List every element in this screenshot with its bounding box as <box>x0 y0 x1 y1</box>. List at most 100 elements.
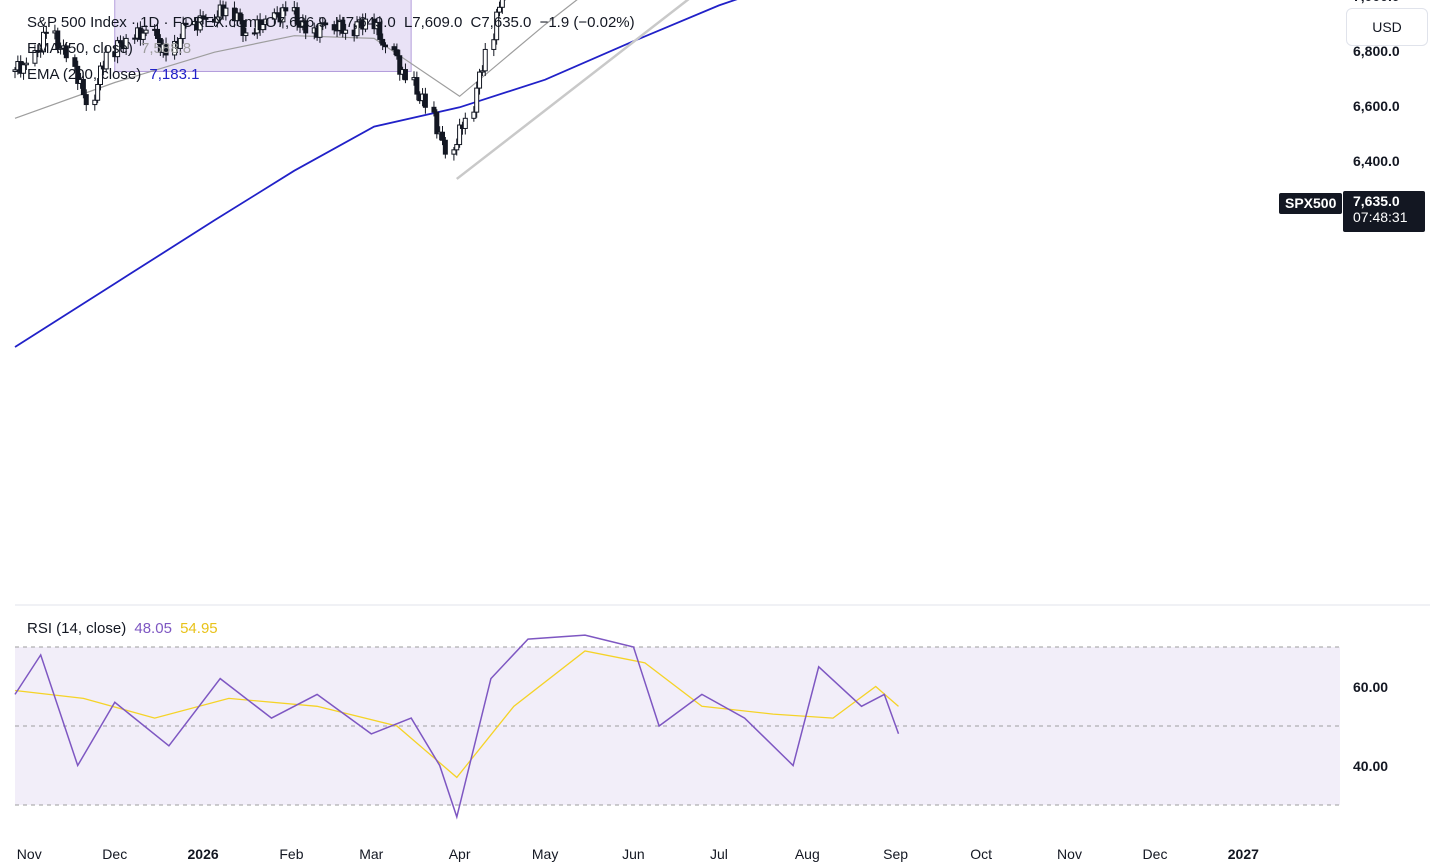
candle-body <box>240 20 246 37</box>
bar-countdown: 07:48:31 <box>1353 209 1408 225</box>
candle-body <box>163 43 169 56</box>
trendline-layer[interactable] <box>455 0 990 180</box>
ema200-line-layer <box>14 0 738 348</box>
candle-body <box>43 31 49 34</box>
candle-body <box>454 144 460 151</box>
candle-body <box>32 50 38 64</box>
candle-body <box>491 39 497 50</box>
candle-body <box>95 83 101 101</box>
candle-body <box>260 24 266 31</box>
candle-body <box>294 7 300 25</box>
symbol-title: S&P 500 Index · 1D · FOREX.com <box>27 14 257 31</box>
rsi-line <box>14 634 900 820</box>
ohlc-open: O7,636.9 <box>264 14 327 31</box>
ema200-label: EMA (200, close) <box>27 66 142 83</box>
candle-body <box>451 149 457 155</box>
ema200-value: 7,183.1 <box>149 66 200 83</box>
candle-body <box>55 30 61 50</box>
candle-body <box>251 32 257 35</box>
price-tick: 7,000.0 <box>1353 0 1400 4</box>
candle-body <box>183 22 189 26</box>
time-tick: Jun <box>622 846 645 862</box>
ohlc-close: C7,635.0 <box>470 14 532 31</box>
candle-body <box>283 7 289 12</box>
candle-body <box>377 21 383 40</box>
candle-body <box>155 28 160 39</box>
rsi-label: RSI (14, close) <box>27 620 127 637</box>
candle-body <box>479 70 485 73</box>
candle-body <box>323 22 329 26</box>
ema50-value: 7,588.8 <box>141 40 192 57</box>
candle-body <box>280 7 286 23</box>
header-legend: S&P 500 Index · 1D · FOREX.com O7,636.9 … <box>27 14 639 31</box>
last-price: 7,635.0 <box>1353 193 1400 209</box>
candle-body <box>303 20 309 34</box>
candle-body <box>477 71 483 89</box>
candle-body <box>434 111 440 135</box>
candle-body <box>243 32 249 37</box>
candle-body <box>391 46 397 51</box>
currency-button[interactable]: USD <box>1346 8 1428 46</box>
candle-body <box>41 31 46 53</box>
candle-body <box>440 131 445 141</box>
ohlc-low: L7,609.0 <box>403 14 463 31</box>
candle-body <box>98 65 103 85</box>
candle-body <box>363 18 369 30</box>
ema50-line <box>14 0 578 119</box>
candle-body <box>103 51 109 70</box>
time-tick: Jul <box>709 846 728 862</box>
candle-body <box>263 18 269 26</box>
candle-body <box>442 139 448 155</box>
candles-layer <box>12 0 506 161</box>
candle-body <box>462 117 468 129</box>
candle-body <box>457 124 463 146</box>
candle-body <box>331 24 337 31</box>
candle-body <box>58 47 64 50</box>
candle-body <box>200 15 206 19</box>
candle-body <box>123 37 129 49</box>
time-tick: Dec <box>1142 846 1168 862</box>
ema50-label: EMA (50, close) <box>27 40 133 57</box>
time-tick: 2026 <box>187 846 219 862</box>
candle-body <box>482 48 488 72</box>
candle-body <box>394 49 400 57</box>
rsi-ma-line <box>14 650 899 779</box>
candle-body <box>402 69 408 81</box>
candle-body <box>63 45 69 59</box>
candle-body <box>223 7 229 17</box>
time-tick: Dec <box>102 846 128 862</box>
candle-body <box>317 23 323 38</box>
candle-body <box>214 16 220 23</box>
candle-body <box>343 29 349 34</box>
price-tick: 6,400.0 <box>1353 153 1400 170</box>
range-box-layer <box>114 0 412 72</box>
price-tick: 6,600.0 <box>1353 98 1400 115</box>
consolidation-range-box <box>114 0 412 72</box>
rsi-pane <box>14 634 1340 820</box>
candle-body <box>380 38 386 46</box>
candle-body <box>203 17 209 20</box>
ema50-line-layer <box>14 0 578 119</box>
candle-body <box>75 65 81 84</box>
last-price-tag: 7,635.0 07:48:31 <box>1343 191 1425 232</box>
rsi-legend[interactable]: RSI (14, close) 48.05 54.95 <box>27 620 222 637</box>
trendline[interactable] <box>455 0 990 180</box>
candle-body <box>23 62 29 66</box>
candle-body <box>397 55 403 75</box>
rsi-ma-value: 54.95 <box>180 620 218 637</box>
candle-body <box>422 93 428 108</box>
candle-body <box>497 6 502 13</box>
candle-body <box>494 11 500 41</box>
candle-body <box>21 64 27 74</box>
candle-body <box>72 57 78 67</box>
time-tick: 2027 <box>1227 846 1259 862</box>
ema50-legend[interactable]: EMA (50, close) 7,588.8 <box>27 40 195 57</box>
candle-body <box>354 21 360 37</box>
time-tick: Nov <box>16 846 42 862</box>
candle-body <box>12 69 18 72</box>
rsi-tick-60: 60.00 <box>1353 679 1389 695</box>
candle-body <box>499 0 505 8</box>
ema200-legend[interactable]: EMA (200, close) 7,183.1 <box>27 66 203 83</box>
candle-body <box>197 15 203 31</box>
